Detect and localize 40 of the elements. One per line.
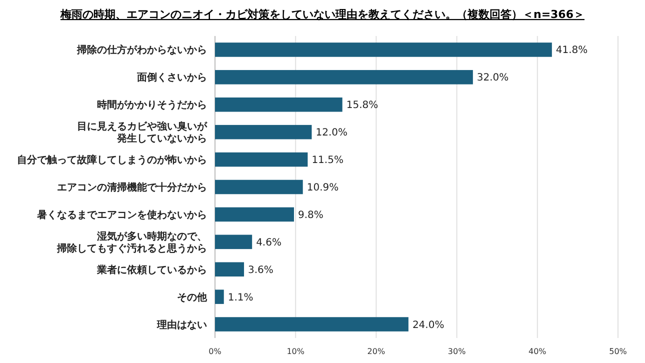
bar — [215, 234, 252, 250]
chart-title: 梅雨の時期、エアコンのニオイ・カビ対策をしていない理由を教えてください。（複数回答）＜n=366＞ — [59, 8, 585, 21]
data-label: 10.9% — [306, 182, 339, 194]
y-tick-label: 目に見えるカビや強い臭いが発生していないから — [77, 120, 208, 145]
y-tick-label: 面倒くさいから — [136, 72, 207, 84]
data-label: 1.1% — [228, 292, 254, 304]
data-label: 4.6% — [256, 237, 282, 248]
bar — [215, 317, 408, 332]
bar — [215, 290, 224, 304]
y-tick-label: エアコンの清掃機能で十分だから — [57, 182, 207, 194]
x-tick-label: 40% — [528, 347, 547, 356]
data-label: 3.6% — [248, 264, 274, 276]
x-tick-label: 50% — [609, 347, 628, 356]
y-tick-label: 理由はない — [156, 318, 207, 331]
y-tick-label: 業者に依頼しているから — [96, 264, 207, 276]
y-tick-label: 湿気が多い時期なので、掃除してもすぐ汚れると思うから — [56, 230, 207, 254]
data-label: 12.0% — [316, 128, 348, 139]
x-tick-label: 0% — [208, 347, 222, 356]
bar — [215, 70, 473, 84]
bar — [215, 262, 244, 276]
bar — [215, 124, 312, 140]
bar — [215, 98, 342, 112]
bar — [215, 207, 294, 222]
bar — [215, 180, 303, 194]
y-tick-label: 自分で触って故障してしまうのが怖いから — [17, 154, 207, 166]
bar — [215, 42, 552, 57]
data-label: 24.0% — [412, 320, 444, 331]
data-label: 32.0% — [476, 72, 509, 84]
x-tick-label: 30% — [448, 347, 466, 356]
y-tick-label: 時間がかかりそうだから — [97, 99, 207, 112]
data-label: 9.8% — [298, 210, 324, 221]
data-label: 41.8% — [556, 45, 588, 56]
y-tick-label: 掃除の仕方がわからないから — [76, 44, 207, 56]
data-label: 11.5% — [312, 155, 344, 166]
x-tick-label: 20% — [367, 347, 386, 356]
y-tick-label: 暑くなるまでエアコンを使わないから — [36, 208, 207, 221]
bar — [215, 152, 308, 167]
x-tick-label: 10% — [286, 347, 305, 356]
data-label: 15.8% — [346, 100, 378, 112]
y-tick-label: その他 — [177, 291, 208, 304]
